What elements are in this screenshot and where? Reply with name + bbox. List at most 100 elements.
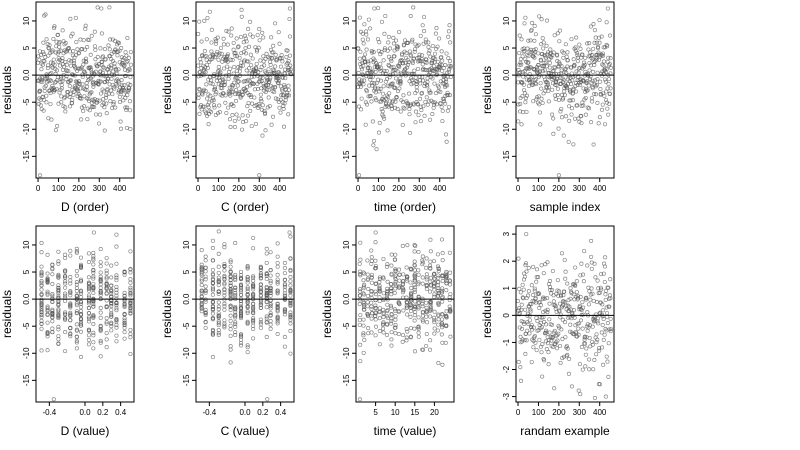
data-point <box>111 102 116 107</box>
data-point <box>74 328 79 333</box>
data-point <box>537 14 542 19</box>
data-point <box>268 304 273 309</box>
data-point <box>245 309 250 314</box>
data-point <box>361 41 366 46</box>
x-axis-title: D (order) <box>61 200 109 214</box>
data-point <box>516 102 521 107</box>
data-point <box>225 59 230 64</box>
data-point <box>530 20 535 26</box>
data-point <box>223 93 228 98</box>
data-point <box>50 326 55 331</box>
y-axis-title: residuals <box>480 66 494 114</box>
data-point <box>128 285 133 290</box>
data-point <box>557 72 562 77</box>
data-point <box>45 65 50 71</box>
data-point <box>203 312 208 317</box>
data-point <box>288 300 293 306</box>
data-point <box>385 48 390 53</box>
data-point <box>223 58 228 64</box>
data-point <box>276 79 281 84</box>
data-point <box>210 304 215 309</box>
data-point <box>243 46 248 51</box>
data-point <box>430 59 435 64</box>
y-axis-title: residuals <box>0 290 14 338</box>
data-point <box>265 72 270 77</box>
data-point <box>381 58 386 63</box>
y-tick-label: 0.0 <box>22 69 31 81</box>
data-point <box>393 99 398 104</box>
y-tick-label: -10 <box>182 347 191 359</box>
data-point <box>397 29 402 35</box>
data-point <box>87 37 92 42</box>
data-point <box>58 48 63 53</box>
data-point <box>441 97 446 102</box>
data-point <box>222 318 227 323</box>
data-point <box>286 112 291 117</box>
data-point <box>114 278 119 283</box>
data-point <box>245 263 250 269</box>
data-point <box>240 92 245 97</box>
y-tick-label: -10 <box>342 347 351 359</box>
data-point <box>268 306 273 311</box>
data-point <box>387 46 393 51</box>
x-axis-title: D (value) <box>61 424 110 438</box>
data-point <box>74 340 79 345</box>
data-point <box>45 330 50 335</box>
data-point <box>203 290 208 295</box>
data-point <box>116 41 121 46</box>
y-tick-label: 10 <box>342 16 351 25</box>
y-axis-title: residuals <box>320 66 334 114</box>
data-point <box>423 40 428 45</box>
data-point <box>78 264 84 269</box>
data-point <box>251 302 256 307</box>
data-point <box>266 87 271 92</box>
data-point <box>413 109 418 114</box>
data-point <box>576 70 581 75</box>
data-point <box>45 306 50 311</box>
data-point <box>361 63 366 68</box>
data-point <box>270 85 275 90</box>
data-point <box>52 24 57 29</box>
data-point <box>207 100 212 105</box>
data-point <box>368 77 373 82</box>
data-point <box>102 105 107 110</box>
data-point <box>555 31 560 36</box>
data-point <box>412 47 417 52</box>
data-point <box>63 281 68 286</box>
data-point <box>532 38 537 43</box>
data-point <box>596 121 601 126</box>
data-point <box>412 68 417 73</box>
data-point <box>112 86 117 91</box>
data-point <box>38 173 43 178</box>
data-point <box>236 116 241 121</box>
data-point <box>86 315 91 320</box>
x-tick-label: 400 <box>593 184 607 193</box>
data-point <box>222 325 227 330</box>
data-point <box>426 40 431 45</box>
data-point <box>444 51 449 56</box>
data-point <box>56 316 61 321</box>
data-point <box>66 69 71 74</box>
data-point <box>52 62 57 68</box>
data-point <box>206 111 211 116</box>
data-point <box>268 250 273 255</box>
data-point <box>128 332 133 337</box>
data-point <box>287 6 292 11</box>
data-point <box>126 87 131 92</box>
data-point <box>128 287 133 292</box>
data-point <box>39 312 44 317</box>
data-point <box>260 75 265 80</box>
data-point <box>216 331 221 336</box>
data-point <box>86 282 91 287</box>
data-point <box>392 54 397 59</box>
data-point <box>123 105 128 110</box>
data-point <box>210 292 215 297</box>
data-point <box>63 105 68 110</box>
y-tick-label: -5 <box>22 322 31 330</box>
data-point <box>45 334 50 339</box>
data-point <box>268 285 273 290</box>
y-tick-label: -10 <box>22 347 31 359</box>
x-tick-label: 5 <box>373 408 378 417</box>
data-point <box>264 314 269 319</box>
data-point <box>91 304 96 309</box>
